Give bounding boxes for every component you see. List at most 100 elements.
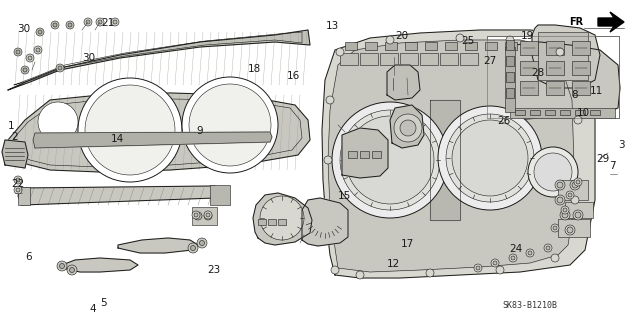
Bar bbox=[572, 61, 590, 75]
Bar bbox=[575, 110, 585, 115]
Circle shape bbox=[568, 193, 572, 197]
Circle shape bbox=[111, 18, 119, 26]
Text: 6: 6 bbox=[26, 252, 32, 262]
Circle shape bbox=[528, 147, 578, 197]
Bar bbox=[520, 81, 538, 95]
Circle shape bbox=[356, 271, 364, 279]
Circle shape bbox=[14, 176, 22, 184]
Text: 8: 8 bbox=[571, 90, 578, 100]
Circle shape bbox=[197, 238, 207, 248]
Bar bbox=[487, 36, 619, 118]
Circle shape bbox=[574, 116, 582, 124]
Bar bbox=[520, 41, 538, 55]
Circle shape bbox=[194, 212, 202, 220]
Polygon shape bbox=[33, 132, 272, 148]
Circle shape bbox=[67, 265, 77, 275]
Bar bbox=[345, 42, 357, 50]
Circle shape bbox=[563, 208, 567, 212]
Circle shape bbox=[84, 18, 92, 26]
Circle shape bbox=[528, 251, 532, 255]
Text: 3: 3 bbox=[618, 140, 625, 150]
Bar bbox=[538, 32, 588, 80]
Circle shape bbox=[446, 114, 534, 202]
Circle shape bbox=[571, 196, 579, 204]
Polygon shape bbox=[342, 128, 388, 178]
Polygon shape bbox=[8, 93, 310, 172]
Text: 30: 30 bbox=[17, 24, 30, 34]
Circle shape bbox=[36, 48, 40, 52]
Circle shape bbox=[491, 259, 499, 267]
Circle shape bbox=[557, 197, 563, 203]
Bar bbox=[546, 81, 564, 95]
Polygon shape bbox=[387, 65, 420, 100]
Text: 18: 18 bbox=[248, 64, 261, 74]
Polygon shape bbox=[62, 258, 138, 272]
Bar bbox=[360, 151, 369, 158]
Bar bbox=[400, 53, 418, 65]
Circle shape bbox=[260, 196, 304, 240]
Circle shape bbox=[70, 268, 74, 272]
Bar bbox=[545, 110, 555, 115]
Circle shape bbox=[326, 96, 334, 104]
Circle shape bbox=[191, 246, 195, 250]
Circle shape bbox=[438, 106, 542, 210]
Circle shape bbox=[526, 249, 534, 257]
Bar bbox=[210, 185, 230, 205]
Bar bbox=[506, 40, 514, 50]
Circle shape bbox=[324, 156, 332, 164]
Circle shape bbox=[561, 206, 569, 214]
Circle shape bbox=[188, 243, 198, 253]
Polygon shape bbox=[2, 140, 28, 168]
Text: 29: 29 bbox=[596, 154, 609, 164]
Text: 27: 27 bbox=[483, 56, 496, 66]
Text: 20: 20 bbox=[396, 31, 408, 41]
Text: 13: 13 bbox=[325, 21, 339, 31]
Circle shape bbox=[68, 23, 72, 27]
Polygon shape bbox=[302, 198, 348, 246]
Text: 7: 7 bbox=[609, 161, 616, 171]
Circle shape bbox=[204, 212, 212, 220]
Bar bbox=[192, 207, 217, 225]
Bar bbox=[505, 42, 517, 50]
Text: 21: 21 bbox=[101, 18, 115, 28]
Text: 26: 26 bbox=[497, 116, 510, 126]
Text: 5: 5 bbox=[100, 298, 107, 308]
Circle shape bbox=[38, 30, 42, 34]
Bar bbox=[365, 42, 377, 50]
Text: 2: 2 bbox=[12, 132, 18, 142]
Circle shape bbox=[386, 36, 394, 44]
Circle shape bbox=[16, 50, 20, 54]
Circle shape bbox=[78, 78, 182, 182]
Bar bbox=[268, 219, 276, 225]
Circle shape bbox=[553, 226, 557, 230]
Polygon shape bbox=[430, 100, 460, 220]
Text: SK83-B1210B: SK83-B1210B bbox=[502, 300, 557, 309]
Circle shape bbox=[496, 266, 504, 274]
Text: 19: 19 bbox=[520, 31, 534, 41]
Circle shape bbox=[567, 227, 573, 233]
Circle shape bbox=[206, 213, 210, 217]
Bar bbox=[506, 72, 514, 82]
Bar bbox=[340, 53, 358, 65]
Text: FR: FR bbox=[569, 17, 583, 27]
Circle shape bbox=[506, 36, 514, 44]
Circle shape bbox=[21, 66, 29, 74]
Bar bbox=[515, 110, 525, 115]
Circle shape bbox=[332, 102, 448, 218]
Circle shape bbox=[566, 191, 574, 199]
Text: 22: 22 bbox=[11, 179, 24, 189]
Circle shape bbox=[562, 212, 568, 218]
Circle shape bbox=[28, 56, 32, 60]
Circle shape bbox=[182, 77, 278, 173]
Bar bbox=[405, 42, 417, 50]
Circle shape bbox=[113, 20, 117, 24]
Circle shape bbox=[576, 180, 580, 184]
Circle shape bbox=[326, 216, 334, 224]
Polygon shape bbox=[598, 12, 624, 32]
Circle shape bbox=[14, 186, 22, 194]
Circle shape bbox=[474, 264, 482, 272]
Circle shape bbox=[340, 110, 440, 210]
Bar bbox=[380, 53, 398, 65]
Circle shape bbox=[551, 224, 559, 232]
Bar bbox=[525, 42, 537, 50]
